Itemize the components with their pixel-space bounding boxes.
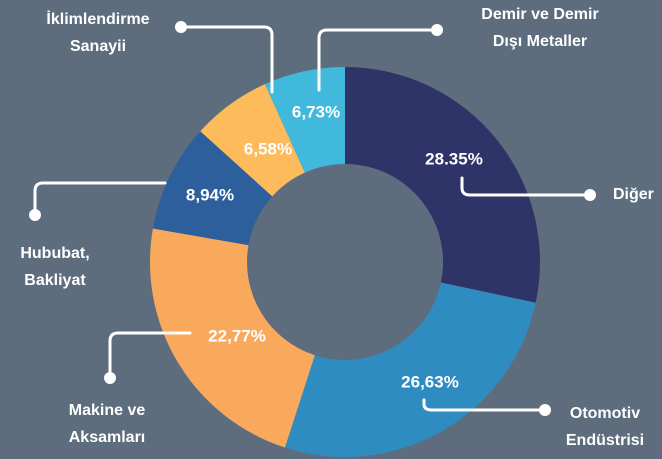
value-labels: 28.35% 26,63% 22,77% 8,94% 6,58%6,73% <box>186 102 483 391</box>
leader-dot <box>29 209 41 221</box>
donut-slice <box>200 84 305 197</box>
category-label: Diğer <box>613 186 654 203</box>
value-label: 28.35% <box>425 149 483 168</box>
value-label: 26,63% <box>401 372 459 391</box>
leader-dot <box>175 21 187 33</box>
value-label: 6,73% <box>292 102 340 121</box>
category-label: Hububat, Bakliyat <box>20 245 90 289</box>
leader-line <box>422 398 547 412</box>
category-label: Demir ve Demir Dışı Metaller <box>481 6 599 50</box>
value-label: 6,58% <box>244 139 292 158</box>
category-label: Otomotiv Endüstrisi <box>565 405 645 449</box>
donut-slice <box>264 67 345 173</box>
category-label: Makine ve Aksamları <box>68 402 146 446</box>
leader-line <box>317 28 439 92</box>
leader-line <box>108 331 192 380</box>
value-label: 22,77% <box>208 326 266 345</box>
leader-dot <box>584 189 596 201</box>
donut-slice <box>284 282 536 457</box>
leader-lines <box>29 21 596 416</box>
donut-slice <box>152 131 273 246</box>
leader-line <box>179 25 274 94</box>
donut <box>150 67 540 457</box>
donut-slice <box>345 67 540 303</box>
leader-dot <box>104 372 116 384</box>
leader-dot <box>431 24 443 36</box>
donut-slice <box>150 228 315 448</box>
leader-line <box>33 181 167 217</box>
category-label: İklimlendirme Sanayii <box>46 11 150 55</box>
leader-line <box>460 176 592 197</box>
leader-dot <box>539 404 551 416</box>
value-label: 8,94% <box>186 185 234 204</box>
